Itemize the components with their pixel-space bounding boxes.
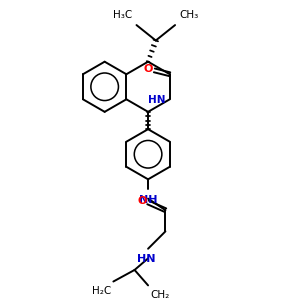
Text: O: O [144, 64, 153, 74]
Text: HN: HN [137, 254, 155, 264]
Text: CH₂: CH₂ [150, 290, 169, 300]
Text: H₂C: H₂C [92, 286, 111, 296]
Text: HN: HN [148, 95, 165, 105]
Text: CH₃: CH₃ [179, 10, 198, 20]
Text: NH: NH [139, 195, 157, 205]
Text: H₃C: H₃C [113, 10, 133, 20]
Text: O: O [138, 196, 147, 206]
